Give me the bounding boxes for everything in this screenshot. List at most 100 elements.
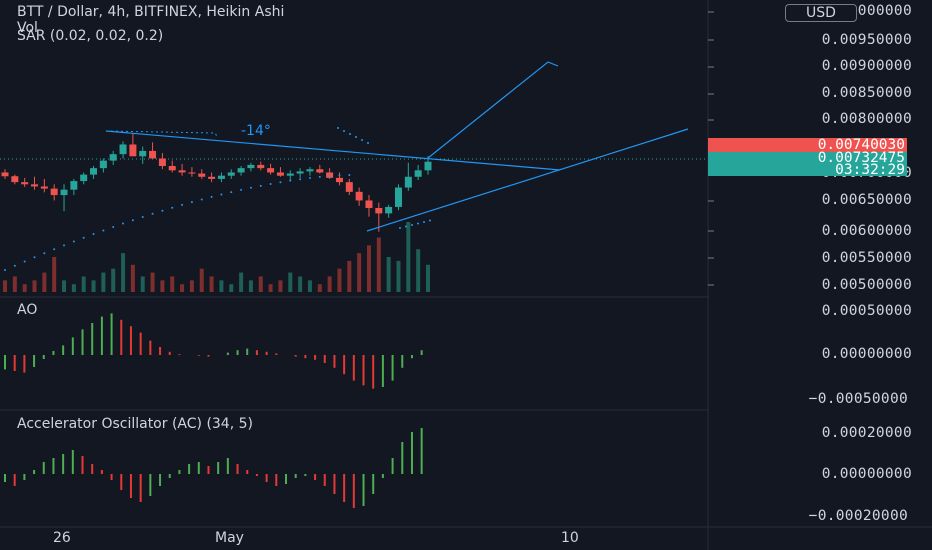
sar-dot (399, 227, 401, 229)
candle-body (306, 169, 314, 172)
candle-body (188, 172, 196, 174)
sar-dot (63, 244, 66, 247)
sar-dot (112, 225, 115, 228)
sar-dot (423, 221, 425, 223)
candle-body (168, 166, 176, 171)
volume-bar (386, 257, 391, 292)
candle-body (139, 150, 147, 157)
candle-body (227, 172, 235, 176)
candle-body (40, 186, 48, 189)
volume-bar (396, 260, 401, 292)
volume-bar (22, 284, 27, 292)
volume-bar (406, 222, 411, 292)
volume-bar (268, 284, 273, 292)
sar-dot (349, 133, 351, 135)
candle-body (129, 144, 137, 157)
volume-bar (298, 276, 303, 292)
candle-body (296, 171, 304, 174)
sar-dot (72, 240, 75, 243)
candle-body (21, 182, 29, 185)
volume-bar (199, 268, 204, 292)
volume-bar (111, 268, 116, 292)
price-axis-label: 0.00650000 (821, 192, 912, 208)
candle-body (60, 189, 68, 196)
price-axis-label: 0.00550000 (821, 250, 912, 266)
candle-body (50, 188, 58, 196)
sar-dot (269, 182, 272, 185)
candle-body (119, 144, 127, 155)
sar-dot (337, 127, 339, 129)
sar-dot (361, 139, 363, 141)
volume-bar (317, 284, 322, 292)
candle-body (345, 182, 353, 192)
price-axis-label: 0.00800000 (821, 111, 912, 127)
sar-dot (318, 175, 321, 178)
ao-axis-label: 0.00000000 (821, 346, 912, 362)
projection-arrow (427, 61, 559, 159)
volume-bar (416, 249, 421, 292)
price-axis-label: 0.00600000 (821, 223, 912, 239)
candle-body (208, 176, 216, 179)
candle-body (276, 172, 284, 176)
candle-body (375, 208, 383, 214)
candle-body (80, 174, 88, 182)
volume-bar (32, 280, 37, 292)
sar-dot (279, 181, 282, 184)
last-price-tag-red: 0.00740030 (708, 138, 907, 153)
candle-body (424, 161, 432, 171)
volume-bar (288, 272, 293, 292)
sar-label: SAR (0.02, 0.02, 0.2) (17, 28, 164, 44)
sar-dot (367, 142, 369, 144)
sar-dot (343, 130, 345, 132)
sar-dot (33, 256, 36, 259)
sar-dot (200, 198, 203, 201)
sar-dot (131, 219, 134, 222)
volume-bar (426, 264, 430, 292)
ac-axis-label: −0.00020000 (808, 508, 908, 524)
sar-dot (230, 191, 233, 194)
volume-bar (307, 280, 312, 292)
sar-dot (181, 203, 184, 206)
volume-bar (150, 272, 155, 292)
ac-label: Accelerator Oscillator (AC) (34, 5) (17, 416, 253, 432)
volume-bar (278, 280, 283, 292)
volume-bar (180, 284, 185, 292)
sar-dot (13, 264, 16, 267)
sar-dot (190, 201, 193, 204)
volume-bar (140, 276, 145, 292)
volume-bar (376, 237, 381, 292)
volume-bar (189, 280, 194, 292)
volume-bar (101, 272, 106, 292)
volume-bar (219, 280, 224, 292)
sar-dot (417, 222, 419, 225)
volume-bar (91, 280, 96, 292)
volume-label: Vol (17, 20, 38, 36)
candle-body (178, 170, 186, 173)
candle-body (158, 158, 166, 166)
sar-dot (299, 178, 302, 181)
currency-button[interactable]: USD (785, 4, 857, 22)
sar-dot (348, 174, 351, 176)
volume-bar (366, 245, 371, 292)
price-axis-label: 0.00500000 (821, 277, 912, 293)
candle-body (267, 168, 275, 173)
candle-body (70, 181, 78, 190)
candle-body (355, 191, 363, 201)
volume-bar (337, 268, 342, 292)
candle-body (316, 169, 324, 173)
sar-dot (220, 193, 223, 196)
volume-bar (81, 276, 86, 292)
volume-bar (121, 253, 126, 292)
volume-bar (248, 280, 253, 292)
symbol-title: BTT / Dollar, 4h, BITFINEX, Heikin Ashi (17, 4, 285, 20)
sar-dot (289, 179, 292, 182)
ac-axis-label: 0.00020000 (821, 425, 912, 441)
trendline-lower (366, 128, 689, 232)
volume-bar (12, 276, 17, 292)
price-axis-label: 0.00950000 (821, 32, 912, 48)
candle-body (109, 154, 117, 161)
candle-body (257, 164, 265, 169)
sar-dot (405, 225, 407, 228)
candle-body (385, 206, 393, 214)
